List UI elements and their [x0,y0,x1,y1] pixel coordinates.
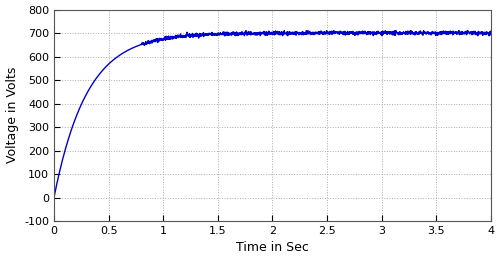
Y-axis label: Voltage in Volts: Voltage in Volts [6,67,18,164]
X-axis label: Time in Sec: Time in Sec [236,242,309,255]
